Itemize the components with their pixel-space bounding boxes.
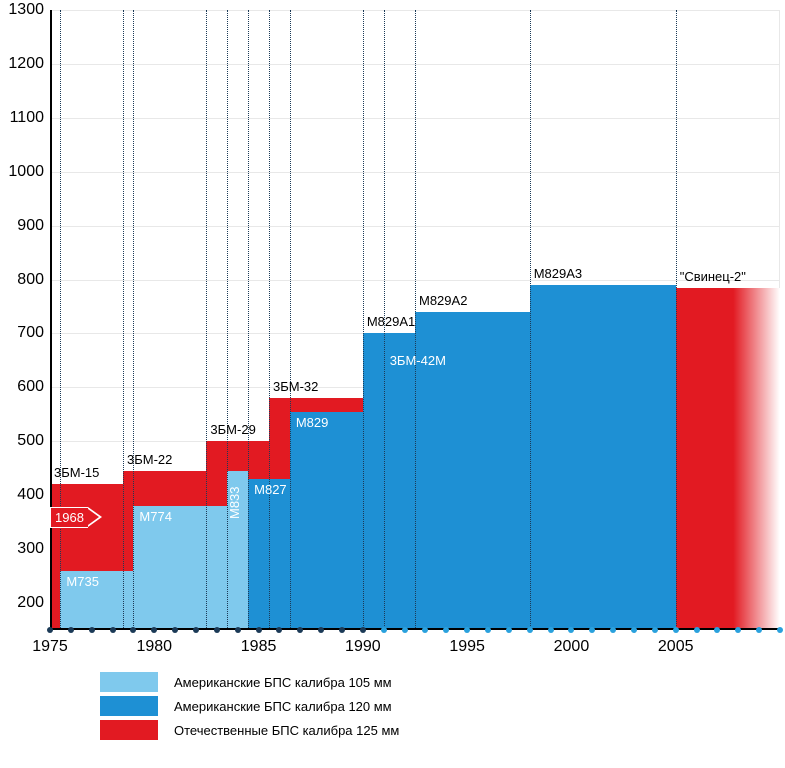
x-tick-label: 2005 <box>658 638 694 656</box>
y-tick-label: 500 <box>17 432 44 450</box>
x-axis-dot <box>568 627 574 633</box>
x-axis-dot <box>256 627 262 633</box>
series-label: М829А1 <box>367 314 415 329</box>
x-axis-dot <box>694 627 700 633</box>
bar-us_105 <box>133 506 227 630</box>
legend-item: Американские БПС калибра 105 мм <box>100 672 399 692</box>
x-axis-dot <box>422 627 428 633</box>
x-axis-dot <box>193 627 199 633</box>
x-axis-dot <box>318 627 324 633</box>
y-tick-label: 800 <box>17 271 44 289</box>
series-label: М829А3 <box>534 266 582 281</box>
legend: Американские БПС калибра 105 мм Американс… <box>100 672 399 744</box>
x-axis-dot <box>381 627 387 633</box>
series-label: М833 <box>227 486 242 519</box>
arrow-tag-1968: 1968 <box>50 507 102 528</box>
y-tick-label: 600 <box>17 378 44 396</box>
x-tick-label: 1995 <box>449 638 485 656</box>
x-axis-dot <box>589 627 595 633</box>
x-axis-dot <box>506 627 512 633</box>
bar-us_120 <box>248 479 290 630</box>
chart-container: 200 300 400 500 600 700 800 900 1000 1100 1200 1300… <box>0 0 785 768</box>
series-label: М774 <box>139 509 172 524</box>
x-axis-dot <box>47 627 53 633</box>
series-label: М829А2 <box>419 293 467 308</box>
x-axis-dot <box>130 627 136 633</box>
x-axis-dot <box>443 627 449 633</box>
x-axis-dot <box>714 627 720 633</box>
x-tick-label: 1980 <box>136 638 172 656</box>
legend-label: Отечественные БПС калибра 125 мм <box>174 723 399 738</box>
x-axis-dot <box>235 627 241 633</box>
x-axis-dot <box>652 627 658 633</box>
x-axis-dot <box>110 627 116 633</box>
y-tick-label: 300 <box>17 540 44 558</box>
x-axis-dot <box>172 627 178 633</box>
y-tick-label: 900 <box>17 217 44 235</box>
legend-label: Американские БПС калибра 120 мм <box>174 699 392 714</box>
x-axis-dot <box>485 627 491 633</box>
x-axis-dot <box>214 627 220 633</box>
y-tick-label: 1200 <box>8 55 44 73</box>
y-tick-label: 1100 <box>10 109 44 127</box>
x-axis-dot <box>89 627 95 633</box>
series-label: 3БМ-29 <box>210 422 255 437</box>
legend-swatch <box>100 696 158 716</box>
plot-area: 2003004005006007008009001000110012001300… <box>50 10 780 630</box>
series-label: М735 <box>66 574 99 589</box>
bar-us_120 <box>530 285 676 630</box>
x-axis-dot <box>735 627 741 633</box>
series-label: М827 <box>254 482 287 497</box>
x-axis-dot <box>339 627 345 633</box>
x-axis-dot <box>631 627 637 633</box>
legend-swatch <box>100 720 158 740</box>
x-axis-dot <box>297 627 303 633</box>
series-label: "Свинец-2" <box>680 269 746 284</box>
series-label: 3БМ-22 <box>127 452 172 467</box>
x-axis-dot <box>151 627 157 633</box>
y-tick-label: 1000 <box>8 163 44 181</box>
series-label: М829 <box>296 415 329 430</box>
x-axis-dot <box>402 627 408 633</box>
x-tick-label: 1985 <box>241 638 277 656</box>
x-axis-dot <box>464 627 470 633</box>
x-axis-dot <box>276 627 282 633</box>
bar-domestic_125 <box>676 288 780 630</box>
x-axis-dot <box>756 627 762 633</box>
series-label: 3БМ-32 <box>273 379 318 394</box>
legend-label: Американские БПС калибра 105 мм <box>174 675 392 690</box>
y-tick-label: 700 <box>17 324 44 342</box>
series-label: 3БМ-15 <box>54 465 99 480</box>
bar-us_120 <box>290 412 363 630</box>
x-tick-label: 1975 <box>32 638 68 656</box>
legend-item: Американские БПС калибра 120 мм <box>100 696 399 716</box>
bar-us_120 <box>363 333 415 630</box>
x-axis-dot <box>360 627 366 633</box>
y-tick-label: 400 <box>17 486 44 504</box>
x-axis-dot <box>68 627 74 633</box>
x-axis-dot <box>777 627 783 633</box>
y-tick-label: 1300 <box>8 1 44 19</box>
series-label: 3БМ-42М <box>390 353 446 368</box>
legend-swatch <box>100 672 158 692</box>
x-tick-label: 1990 <box>345 638 381 656</box>
y-tick-label: 200 <box>17 594 44 612</box>
x-tick-label: 2000 <box>554 638 590 656</box>
x-axis-dot <box>673 627 679 633</box>
x-axis-dot <box>610 627 616 633</box>
x-axis-dot <box>548 627 554 633</box>
legend-item: Отечественные БПС калибра 125 мм <box>100 720 399 740</box>
x-axis-dot <box>527 627 533 633</box>
